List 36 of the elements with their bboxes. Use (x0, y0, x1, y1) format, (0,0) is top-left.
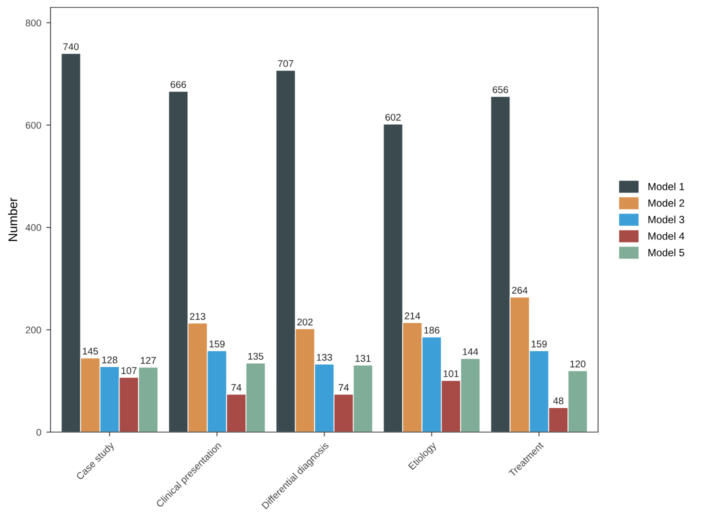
data-label: 135 (248, 352, 264, 360)
data-label: 74 (338, 384, 349, 391)
data-label: 127 (140, 356, 156, 364)
legend-label: Model 5 (648, 248, 684, 256)
data-label: 128 (102, 356, 118, 364)
data-label: 145 (82, 348, 98, 355)
legend-label: Model 4 (648, 232, 684, 240)
legend-label: Model 3 (648, 216, 684, 224)
data-label: 656 (492, 86, 508, 94)
data-label: 264 (512, 286, 528, 294)
data-label: 159 (210, 340, 225, 348)
y-axis-title: Number (8, 198, 18, 241)
data-label: 213 (190, 312, 206, 320)
y-tick-label: 400 (26, 224, 42, 232)
data-label: 107 (122, 367, 137, 374)
data-label: 602 (385, 114, 401, 121)
y-tick-label: 600 (26, 122, 42, 129)
legend-label: Model 1 (648, 182, 684, 190)
data-label: 48 (553, 397, 564, 404)
data-label: 159 (532, 340, 547, 348)
y-tick-label: 200 (26, 326, 42, 334)
data-label: 74 (231, 384, 242, 391)
data-label: 144 (462, 348, 478, 356)
data-label: 740 (63, 43, 79, 50)
data-label: 707 (278, 60, 294, 68)
data-label: 666 (170, 81, 186, 88)
data-label: 186 (424, 326, 440, 334)
y-tick-label: 800 (26, 19, 42, 26)
data-label: 214 (404, 312, 420, 320)
legend-label: Model 2 (648, 199, 684, 207)
data-label: 120 (570, 360, 586, 368)
data-label: 133 (316, 354, 332, 361)
data-label: 202 (297, 318, 313, 326)
data-label: 101 (444, 370, 459, 378)
data-label: 131 (356, 354, 371, 362)
y-tick-label: 0 (36, 428, 42, 436)
